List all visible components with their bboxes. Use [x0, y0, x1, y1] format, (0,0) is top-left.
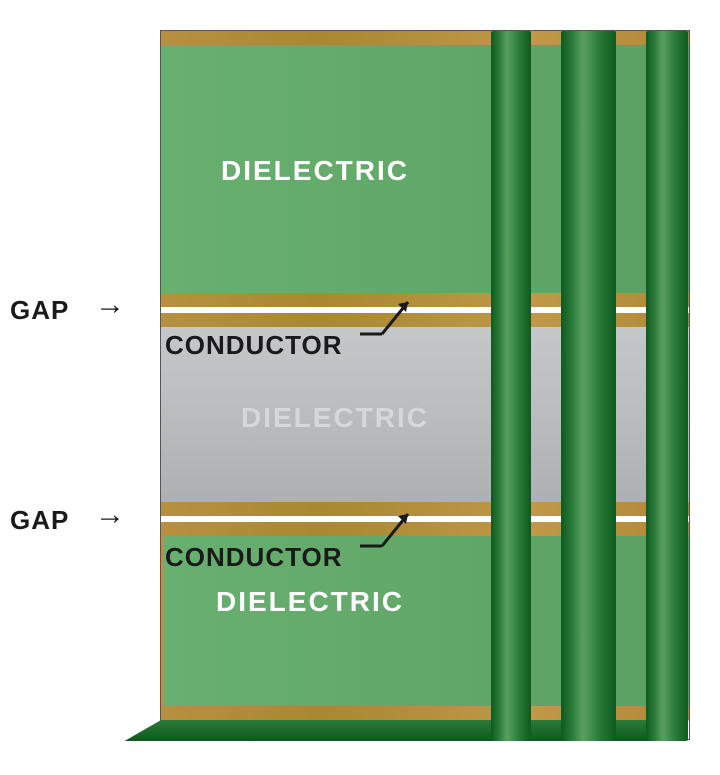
arrow-icon: → [95, 498, 125, 532]
bottom-orange-edge [161, 536, 163, 706]
via-2 [561, 31, 616, 741]
arrow-icon: → [95, 288, 125, 322]
dielectric-label-2: DIELECTRIC [241, 402, 429, 434]
via-1 [491, 31, 531, 741]
conductor-label-1: CONDUCTOR [165, 330, 343, 361]
conductor-arrow-1-icon [378, 292, 428, 342]
conductor-arrow-2-icon [378, 504, 428, 554]
via-3 [646, 31, 688, 741]
gap-label-2: GAP [10, 505, 69, 536]
dielectric-label-3: DIELECTRIC [216, 586, 404, 618]
dielectric-label-1: DIELECTRIC [221, 155, 409, 187]
conductor-label-2: CONDUCTOR [165, 542, 343, 573]
gap-label-1: GAP [10, 295, 69, 326]
pcb-stackup-diagram: DIELECTRIC DIELECTRIC DIELECTRIC [160, 30, 690, 740]
